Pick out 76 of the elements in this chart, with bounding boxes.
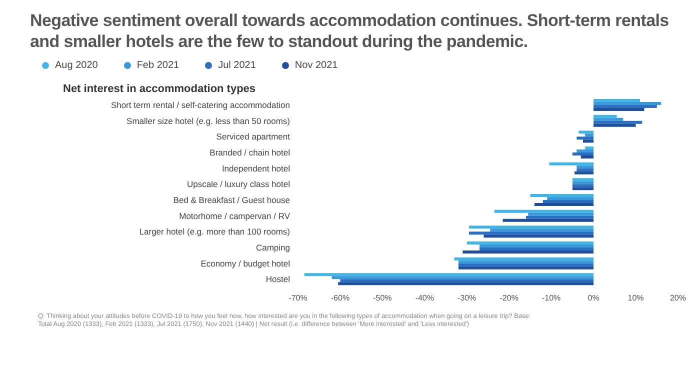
bar [572, 152, 594, 156]
x-tick-label: -40% [415, 294, 434, 303]
legend-label: Nov 2021 [294, 60, 338, 71]
bar [549, 162, 594, 166]
y-tick-label: Motorhome / campervan / RV [179, 210, 290, 221]
y-tick-label: Smaller size hotel (e.g. less than 50 rooms) [126, 116, 290, 126]
bar [594, 105, 657, 108]
bar [578, 130, 594, 134]
x-tick-label: -50% [373, 294, 392, 303]
bar [458, 263, 594, 266]
bar [466, 242, 594, 244]
y-tick-label: Economy / budget hotel [200, 258, 290, 268]
bar [484, 234, 594, 238]
x-tick-label: 20% [670, 294, 686, 303]
bar [462, 250, 594, 254]
legend-label: Feb 2021 [136, 60, 180, 71]
bar [304, 273, 594, 276]
bar [528, 212, 594, 216]
bar [530, 194, 594, 197]
bar [594, 102, 662, 105]
bar [576, 136, 594, 140]
bar [594, 118, 624, 121]
bar [594, 108, 644, 111]
y-tick-label: Larger hotel (e.g. more than 100 rooms) [139, 226, 290, 237]
bar [594, 124, 636, 127]
bar [594, 99, 640, 102]
bar [526, 216, 594, 219]
y-tick-label: Camping [256, 242, 290, 252]
x-tick-label: -70% [288, 294, 308, 303]
bar [572, 184, 594, 188]
y-tick-label: Independent hotel [222, 163, 290, 174]
bar [576, 150, 594, 152]
y-tick-label: Bed & Breakfast / Guest house [173, 194, 290, 205]
bar [572, 181, 594, 184]
bar [332, 276, 594, 280]
bar [585, 146, 594, 150]
bar [585, 134, 594, 137]
bar [480, 248, 594, 250]
bar [458, 266, 594, 270]
bar [469, 232, 594, 235]
bar [480, 244, 594, 248]
text: Net interest in accommodation types [63, 83, 257, 95]
x-tick-label: -30% [458, 294, 476, 303]
bar [572, 187, 594, 190]
x-tick-label: 10% [628, 294, 644, 303]
legend-label: Jul 2021 [217, 60, 256, 71]
bar [469, 226, 594, 229]
bar [580, 156, 594, 158]
bar [338, 282, 594, 286]
x-tick-label: -20% [500, 294, 518, 303]
x-tick-label: -60% [330, 294, 350, 303]
bar [583, 140, 594, 143]
bar [594, 114, 617, 118]
bar [340, 279, 594, 282]
bar [572, 178, 594, 182]
bar [490, 228, 594, 232]
bar [547, 197, 594, 200]
x-tick-label: -10% [542, 294, 561, 303]
y-tick-label: Serviced apartment [216, 132, 291, 142]
chart-title: Negative sentiment overall towards accommodation continues. Short-term rentals and smaller hotels are the few to standout during the pandemic. [29, 10, 670, 52]
legend-label: Aug 2020 [54, 60, 98, 71]
bar [542, 200, 594, 203]
y-tick-label: Branded / chain hotel [210, 147, 290, 158]
bar [454, 257, 594, 260]
bar [576, 165, 594, 168]
bar [494, 210, 594, 213]
y-tick-label: Upscale / luxury class hotel [187, 179, 290, 190]
bar [502, 218, 594, 222]
bar [534, 203, 594, 206]
bar [594, 120, 642, 124]
y-tick-label: Short term rental / self-catering accommodation [110, 100, 290, 110]
bar [574, 171, 594, 174]
x-tick-label: 0% [588, 294, 600, 303]
bar [576, 168, 594, 172]
y-tick-label: Hostel [266, 274, 290, 284]
bar [458, 260, 594, 264]
